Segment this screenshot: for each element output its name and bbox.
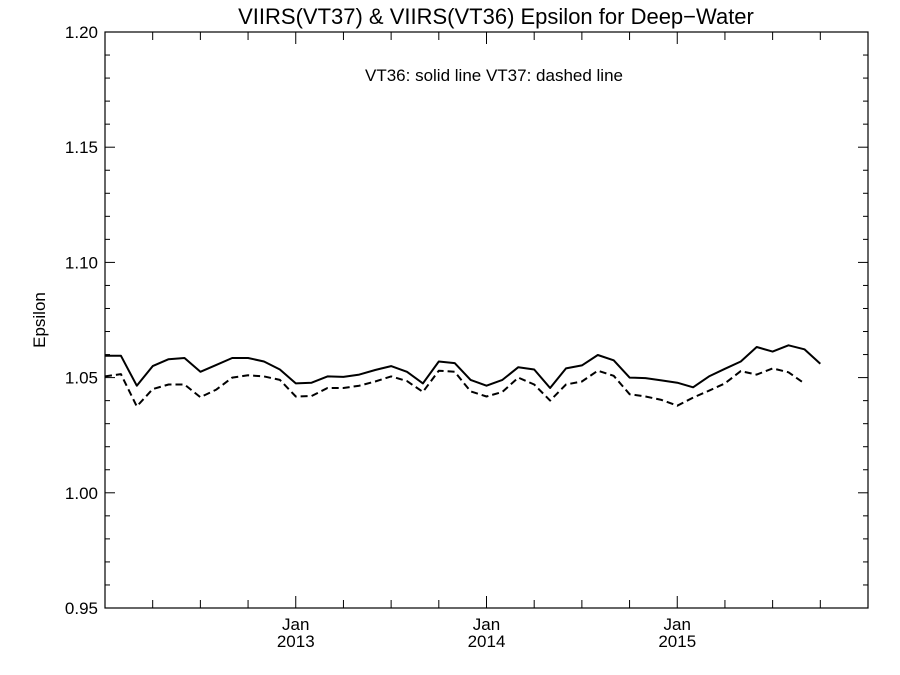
y-tick-label: 1.20 [65,23,98,42]
chart-title: VIIRS(VT37) & VIIRS(VT36) Epsilon for De… [238,4,754,29]
axes-layer: 0.951.001.051.101.151.20Jan2013Jan2014Ja… [65,23,869,651]
plot-frame [104,31,869,609]
series-line-vt36 [105,344,821,389]
y-tick-label: 1.00 [65,484,98,503]
x-tick-label-year: 2015 [658,632,696,651]
y-tick-label: 1.05 [65,369,98,388]
legend-annotation: VT36: solid line VT37: dashed line [365,66,623,85]
series-layer [104,344,821,408]
y-axis-label: Epsilon [30,292,49,348]
x-tick-label-month: Jan [282,615,309,634]
x-tick-label-month: Jan [664,615,691,634]
series-line-vt37 [104,367,805,408]
x-tick-label-year: 2013 [277,632,315,651]
x-tick-label-month: Jan [473,615,500,634]
y-tick-label: 1.10 [65,253,98,272]
x-tick-label-year: 2014 [468,632,506,651]
y-tick-label: 1.15 [65,138,98,157]
y-tick-label: 0.95 [65,599,98,618]
